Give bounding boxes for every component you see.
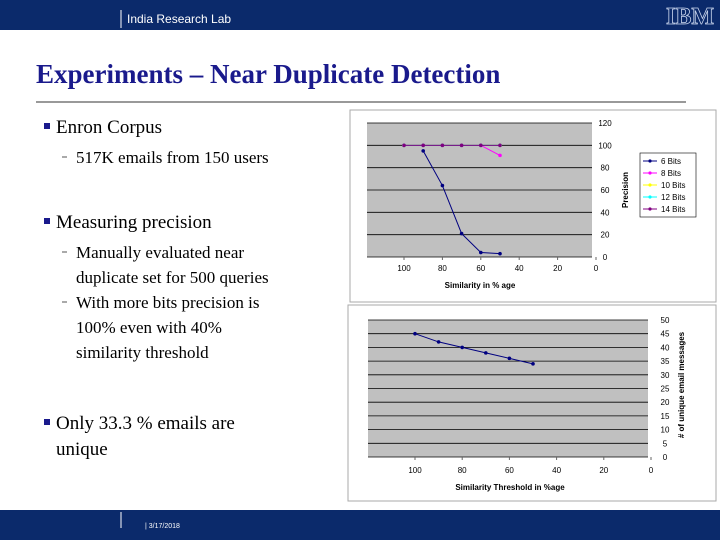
data-point	[440, 143, 445, 148]
y-tick-label: 100	[598, 141, 612, 150]
data-point	[484, 351, 488, 355]
data-point	[402, 143, 406, 148]
legend-marker	[648, 171, 652, 175]
footer-bar	[0, 510, 720, 540]
y-tick-label: 40	[661, 343, 670, 352]
sub-bullet-text: similarity threshold	[76, 343, 209, 362]
y-tick-label: 40	[601, 208, 610, 217]
x-tick-label: 40	[515, 264, 524, 273]
y-tick-label: 10	[661, 426, 670, 435]
y-tick-label: 45	[661, 330, 670, 339]
data-point	[436, 340, 441, 344]
sub-bullet-text: 100% even with 40%	[76, 318, 222, 337]
sub-bullet-text: duplicate set for 500 queries	[76, 268, 269, 287]
y-tick-label: 25	[661, 385, 670, 394]
y-tick-label: 20	[661, 398, 670, 407]
data-point	[498, 143, 502, 148]
data-point	[459, 143, 464, 148]
y-tick-label: 50	[661, 316, 670, 325]
y-tick-label: 5	[663, 439, 668, 448]
data-point	[421, 143, 426, 148]
data-point	[440, 183, 445, 188]
x-tick-label: 20	[599, 466, 608, 475]
header-bar	[0, 0, 720, 30]
legend-label: 14 Bits	[661, 205, 685, 214]
footer-date: | 3/17/2018	[145, 523, 180, 530]
logo: IBM	[666, 4, 714, 30]
y-tick-label: 15	[661, 412, 670, 421]
x-tick-label: 60	[505, 466, 514, 475]
x-tick-label: 60	[476, 264, 485, 273]
bullet-marker	[44, 419, 50, 425]
data-point	[479, 143, 483, 148]
data-point	[507, 356, 512, 361]
y-tick-label: 0	[663, 453, 668, 462]
data-point	[479, 250, 483, 255]
x-tick-label: 80	[458, 466, 467, 475]
data-point	[498, 251, 502, 256]
bullet-list: Enron Corpus 517K emails from 150 users Me…	[44, 117, 269, 460]
sub-bullet-text: Manually evaluated near	[76, 243, 244, 262]
series-line	[414, 333, 534, 365]
legend-marker	[648, 195, 652, 199]
x-tick-label: 40	[552, 466, 561, 475]
legend-marker	[648, 159, 652, 163]
x-tick-label: 20	[553, 264, 562, 273]
chart: 0 5 10 15 20 25 30 35 40 45 50 100 80 60 40 20 0 Similari…	[368, 316, 686, 492]
data-point	[498, 153, 502, 158]
bullet-text: Measuring precision	[56, 212, 212, 233]
data-point	[413, 331, 417, 336]
y-tick-label: 0	[603, 253, 608, 262]
y-tick-label: 80	[601, 164, 610, 173]
sub-bullet-text: 517K emails from 150 users	[76, 148, 269, 167]
legend-label: 10 Bits	[661, 181, 685, 190]
x-tick-label: 100	[408, 466, 422, 475]
x-axis-label: Similarity in % age	[445, 281, 516, 290]
y-tick-label: 35	[661, 357, 670, 366]
legend-label: 12 Bits	[661, 193, 685, 202]
chart: 0 20 40 60 80 100 120 100 80 60 40 20 0 Similarity in…	[367, 119, 697, 290]
sub-bullet-text: With more bits precision is	[76, 293, 259, 312]
y-tick-label: 120	[598, 119, 612, 128]
y-tick-label: 20	[601, 231, 610, 240]
y-axis-label: # of unique email messages	[677, 331, 686, 438]
slide-title: Experiments – Near Duplicate Detection	[36, 59, 500, 89]
x-tick-label: 80	[438, 264, 447, 273]
x-tick-label: 100	[397, 264, 411, 273]
bullet-text: Enron Corpus	[56, 117, 162, 138]
y-tick-label: 30	[661, 371, 670, 380]
y-axis-label: Precision	[621, 172, 630, 208]
header-lab: India Research Lab	[127, 12, 231, 26]
y-tick-label: 60	[601, 186, 610, 195]
legend-marker	[648, 183, 652, 187]
data-point	[421, 149, 426, 153]
x-axis-label: Similarity Threshold in %age	[455, 483, 565, 492]
x-tick-label: 0	[594, 264, 599, 273]
data-point	[460, 345, 465, 350]
bullet-text: unique	[56, 439, 108, 460]
bullet-text: Only 33.3 % emails are	[56, 413, 235, 434]
legend-label: 8 Bits	[661, 169, 681, 178]
legend-label: 6 Bits	[661, 157, 681, 166]
data-point	[459, 231, 464, 236]
bullet-marker	[44, 218, 50, 224]
x-tick-label: 0	[649, 466, 654, 475]
data-point	[531, 362, 535, 366]
legend-marker	[648, 207, 652, 211]
bullet-marker	[44, 123, 50, 129]
